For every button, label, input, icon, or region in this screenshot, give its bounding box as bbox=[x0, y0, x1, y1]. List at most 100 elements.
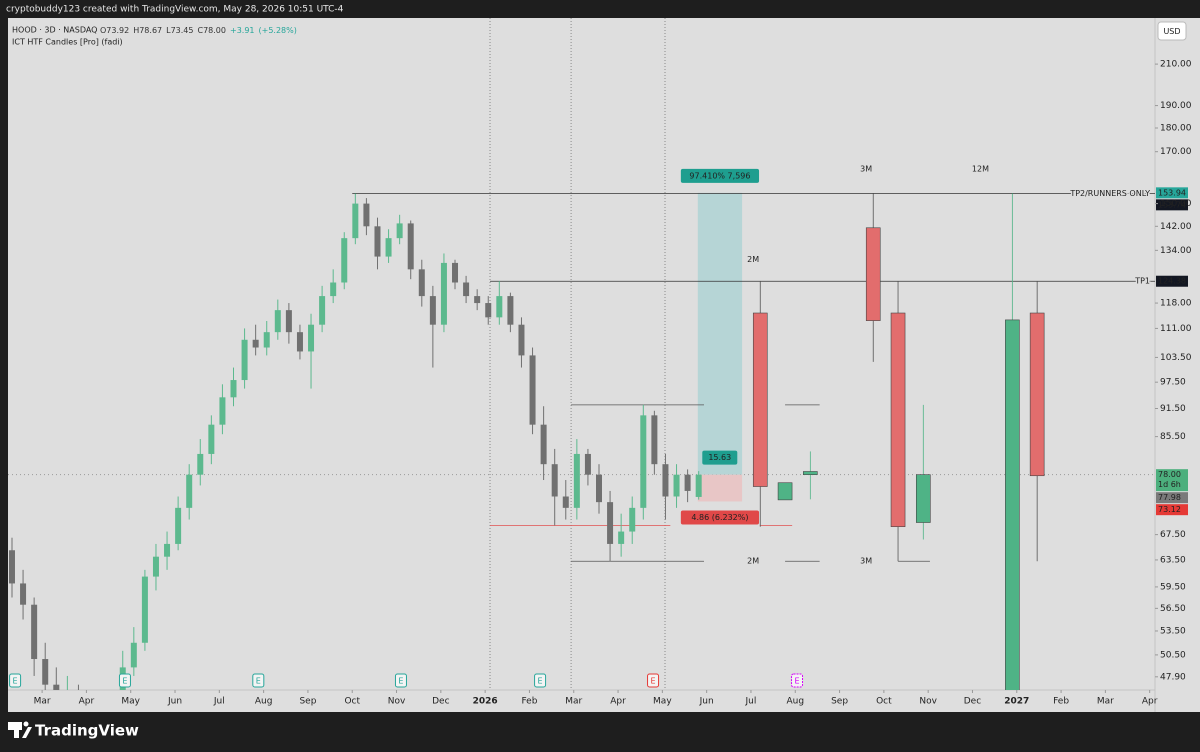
entry-text: 15.63 bbox=[708, 453, 731, 462]
y-tick-label: 50.50 bbox=[1160, 650, 1186, 660]
y-tick-label: 59.50 bbox=[1160, 582, 1186, 592]
candle-body bbox=[673, 474, 680, 497]
price-label: 153.74 bbox=[1158, 200, 1186, 209]
y-tick-label: 97.50 bbox=[1160, 378, 1186, 388]
y-tick-label: 47.90 bbox=[1160, 672, 1186, 682]
legend-values: O73.92 H78.67 L73.45 C78.00 +3.91 (+5.28%) bbox=[100, 26, 297, 35]
legend-value: +3.91 bbox=[230, 26, 255, 35]
candle-body bbox=[330, 282, 337, 297]
legend-symbol: HOOD · 3D · NASDAQ bbox=[12, 26, 97, 35]
x-tick-label: Sep bbox=[299, 697, 316, 707]
candle-body bbox=[474, 296, 481, 304]
candle-body bbox=[607, 502, 614, 544]
candle-body bbox=[640, 415, 647, 508]
candle-body bbox=[164, 543, 171, 557]
x-tick-label: Apr bbox=[79, 697, 95, 707]
legend-value: O73.92 bbox=[100, 26, 129, 35]
candle-body bbox=[241, 339, 248, 381]
x-tick-label: Mar bbox=[34, 697, 51, 707]
event-badge bbox=[534, 673, 547, 688]
x-tick-label: Jun bbox=[699, 697, 714, 707]
candle-body bbox=[1005, 319, 1020, 690]
indicator-name: ICT HTF Candles [Pro] (fadi) bbox=[12, 38, 123, 47]
overlay: TP2/RUNNERS ONLY TP1 97.410% 7,596 15.63 4.8… bbox=[9, 168, 1188, 688]
candle-body bbox=[352, 203, 359, 239]
candle-body bbox=[296, 332, 303, 352]
candle-body bbox=[573, 453, 580, 508]
y-tick-label: 53.50 bbox=[1160, 626, 1186, 636]
legend-value: C78.00 bbox=[197, 26, 226, 35]
x-tick-label: Sep bbox=[831, 697, 848, 707]
candle-body bbox=[418, 269, 425, 297]
candle-body bbox=[440, 262, 447, 325]
candle-body bbox=[777, 482, 793, 501]
x-tick-label: May bbox=[653, 697, 672, 707]
candle-body bbox=[551, 464, 558, 497]
plot-area: 2M 2M 3M 3M 12M bbox=[8, 18, 1155, 690]
brand: TradingView bbox=[35, 722, 139, 740]
logo-mark bbox=[23, 721, 29, 727]
candle-body bbox=[8, 550, 15, 584]
y-tick-label: 67.50 bbox=[1160, 530, 1186, 540]
candle-body bbox=[507, 296, 514, 325]
level-label: TP2/RUNNERS ONLY bbox=[1069, 189, 1150, 198]
candle-body bbox=[529, 355, 536, 425]
price-label: 77.98 bbox=[1158, 493, 1181, 502]
event-label: E bbox=[122, 677, 127, 686]
candle-body bbox=[496, 296, 503, 318]
x-tick-label: Feb bbox=[521, 697, 537, 707]
event-badge bbox=[394, 673, 407, 688]
candle-body bbox=[584, 453, 591, 475]
currency-label[interactable]: USD bbox=[1163, 27, 1180, 36]
legend-value: L73.45 bbox=[166, 26, 193, 35]
y-tick-label: 134.00 bbox=[1160, 246, 1192, 256]
target-text-box bbox=[680, 168, 760, 183]
price-label: 153.94 bbox=[1158, 188, 1186, 197]
candle-body bbox=[263, 332, 270, 348]
candle-body bbox=[341, 238, 348, 283]
htf-label: 12M bbox=[972, 165, 989, 174]
price-label-box bbox=[1156, 492, 1188, 504]
candle-body bbox=[385, 238, 392, 257]
x-tick-label: May bbox=[121, 697, 140, 707]
candle-body bbox=[252, 339, 259, 348]
candle-body bbox=[363, 203, 370, 227]
htf-label: 2M bbox=[747, 255, 759, 264]
currency-button[interactable] bbox=[1157, 21, 1187, 41]
target-text: 97.410% 7,596 bbox=[689, 171, 750, 180]
stop-zone bbox=[697, 474, 743, 502]
candle-body bbox=[230, 380, 237, 398]
candle-body bbox=[53, 684, 60, 690]
candle-body bbox=[429, 296, 436, 325]
candle-body bbox=[42, 659, 49, 685]
x-tick-label: Dec bbox=[432, 697, 449, 707]
event-label: E bbox=[795, 677, 800, 686]
legend-value: H78.67 bbox=[133, 26, 162, 35]
event-label: E bbox=[651, 677, 656, 686]
candle-body bbox=[319, 296, 326, 325]
event-label: E bbox=[398, 677, 403, 686]
candle-body bbox=[152, 556, 159, 577]
y-tick-label: 150.00 bbox=[1160, 199, 1192, 209]
x-tick-label: Aug bbox=[255, 697, 273, 707]
y-tick-label: 111.00 bbox=[1160, 324, 1192, 334]
candle-body bbox=[865, 227, 881, 321]
candle-body bbox=[186, 474, 193, 508]
candle-body bbox=[175, 507, 182, 544]
htf-label: 3M bbox=[860, 557, 872, 566]
candle-body bbox=[1029, 312, 1045, 477]
x-tick-label: Feb bbox=[1053, 697, 1069, 707]
price-label: 124.38 bbox=[1158, 277, 1186, 286]
y-tick-label: 85.50 bbox=[1160, 432, 1186, 442]
htf-label: 3M bbox=[860, 165, 872, 174]
price-label-box bbox=[1156, 199, 1188, 211]
x-tick-label: Mar bbox=[1097, 697, 1114, 707]
x-tick-label: 2026 bbox=[473, 697, 498, 707]
event-badge bbox=[9, 673, 22, 688]
x-tick-label: 2027 bbox=[1004, 697, 1029, 707]
footer: TradingView bbox=[8, 721, 139, 740]
logo-mark bbox=[22, 727, 32, 738]
candle-body bbox=[208, 424, 215, 454]
